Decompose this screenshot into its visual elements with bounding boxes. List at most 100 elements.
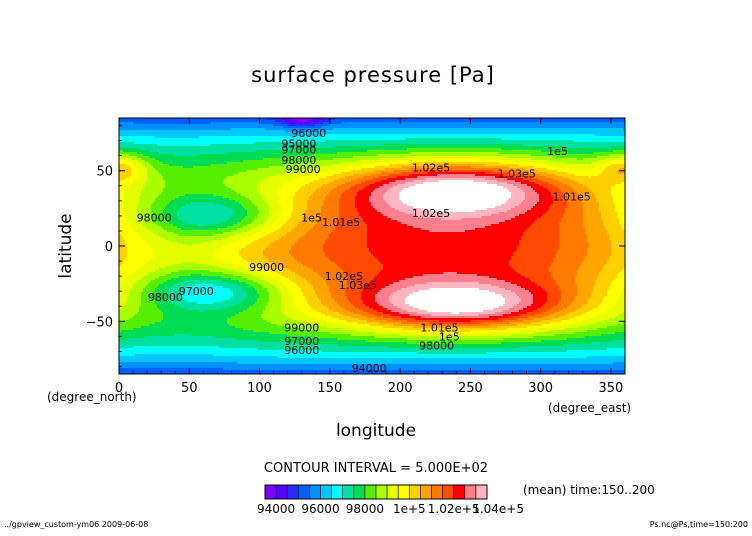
field-cell [575,190,592,193]
field-cell [387,202,404,205]
field-cell [479,288,506,291]
field-cell [373,178,388,181]
field-cell [311,194,328,197]
field-cell [389,164,426,167]
field-cell [277,272,296,275]
field-cell [171,200,236,203]
field-cell [257,292,270,295]
field-cell [525,288,544,291]
field-cell [563,308,580,311]
field-cell [619,168,625,171]
field-cell [325,240,368,243]
field-cell [401,222,500,225]
field-cell [167,292,182,295]
field-cell [269,332,332,335]
field-cell [299,238,328,241]
field-cell [599,274,618,277]
field-cell [505,302,520,305]
field-cell [589,244,612,247]
field-cell [153,220,168,223]
field-cell [181,292,234,295]
field-cell [119,360,625,363]
field-cell [313,288,330,291]
colorbar-label: 1.02e+5 [428,502,480,516]
field-cell [131,158,142,161]
field-cell [533,300,548,303]
field-cell [337,168,362,171]
field-cell [559,236,588,239]
field-cell [589,298,604,301]
field-cell [293,206,308,209]
field-cell [363,288,382,291]
field-cell [243,226,256,229]
field-cell [311,228,336,231]
field-cell [373,308,388,311]
field-cell [557,186,572,189]
field-cell [119,212,126,215]
field-cell [169,300,188,303]
field-cell [551,262,582,265]
field-cell [279,188,300,191]
field-cell [247,308,266,311]
field-cell [587,324,618,327]
field-cell [299,286,314,289]
field-cell [229,288,244,291]
field-cell [239,280,254,283]
field-cell [543,304,558,307]
field-cell [321,300,336,303]
field-cell [611,186,625,189]
field-cell [141,162,150,165]
field-cell [597,306,614,309]
field-cell [539,196,554,199]
field-cell [519,242,560,245]
field-cell [527,184,540,187]
field-cell [583,158,606,161]
x-tick-label: 200 [388,381,413,396]
field-cell [119,300,128,303]
field-cell [593,308,610,311]
contour-label: 97000 [281,144,316,157]
field-cell [241,256,266,259]
field-cell [397,184,416,187]
field-cell [321,312,340,315]
field-cell [309,196,326,199]
field-cell [247,268,268,271]
field-cell [615,316,625,319]
field-cell [543,186,558,189]
field-cell [349,188,364,191]
field-cell [571,302,588,305]
field-cell [581,262,608,265]
field-cell [589,310,608,313]
field-cell [141,194,160,197]
field-cell [361,216,388,219]
field-cell [309,282,328,285]
field-cell [261,194,278,197]
field-cell [169,202,192,205]
field-cell [549,314,566,317]
field-cell [559,286,578,289]
field-cell [597,200,614,203]
field-cell [375,256,512,259]
field-cell [363,220,398,223]
field-cell [127,218,140,221]
field-cell [369,324,394,327]
field-cell [119,284,134,287]
field-cell [617,172,625,175]
field-cell [361,294,376,297]
field-cell [545,212,566,215]
field-cell [305,212,322,215]
field-cell [405,302,506,305]
field-cell [599,202,614,205]
field-cell [615,204,625,207]
field-cell [257,298,270,301]
field-cell [317,220,340,223]
field-cell [241,286,254,289]
field-cell [129,290,144,293]
field-cell [551,322,574,325]
field-cell [565,146,612,149]
field-cell [337,224,368,227]
field-cell [309,198,326,201]
field-cell [377,258,512,261]
field-cell [349,166,376,169]
field-cell [267,202,280,205]
